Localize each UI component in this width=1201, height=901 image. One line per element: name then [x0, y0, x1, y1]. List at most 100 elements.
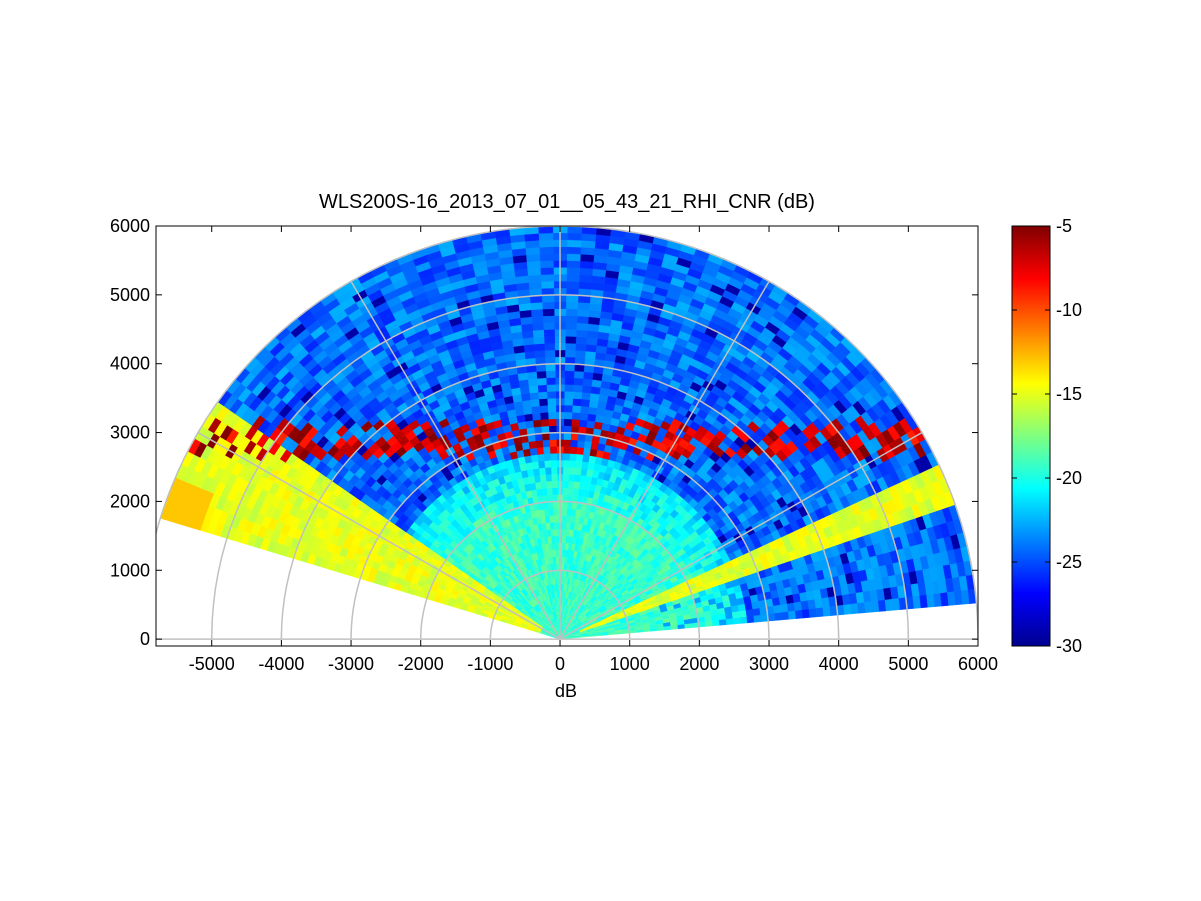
heatmap-cell — [524, 240, 540, 249]
heatmap-cell — [540, 418, 549, 427]
heatmap-cell — [561, 528, 567, 537]
colorbar-tick-label: -15 — [1056, 384, 1082, 404]
heatmap-cell — [563, 432, 572, 440]
heatmap-cell — [579, 474, 587, 483]
heatmap-cell — [850, 602, 859, 615]
heatmap-cell — [539, 411, 549, 420]
heatmap-cell — [564, 370, 575, 379]
heatmap-cell — [568, 460, 577, 468]
x-tick-label: 2000 — [679, 654, 719, 674]
heatmap-cell — [541, 301, 555, 310]
heatmap-cell — [582, 447, 591, 456]
heatmap-cell — [575, 329, 588, 338]
heatmap-cell — [573, 370, 584, 379]
heatmap-cell — [537, 226, 554, 234]
heatmap-cell — [537, 460, 546, 469]
heatmap-cell — [545, 363, 556, 372]
heatmap-cell — [552, 494, 558, 502]
heatmap-cell — [572, 384, 583, 393]
heatmap-cell — [563, 397, 574, 406]
heatmap-cell — [576, 446, 585, 455]
heatmap-cell — [786, 602, 796, 612]
heatmap-cell — [579, 260, 594, 269]
heatmap-cell — [781, 611, 790, 621]
heatmap-cell — [528, 385, 539, 394]
heatmap-cell — [523, 233, 540, 242]
heatmap-cell — [527, 378, 538, 387]
heatmap-cell — [581, 454, 590, 463]
heatmap-cell — [543, 335, 556, 344]
heatmap-cell — [774, 612, 783, 621]
heatmap-cell — [725, 617, 734, 625]
x-tick-label: 1000 — [610, 654, 650, 674]
heatmap-cell — [523, 413, 534, 422]
heatmap-cell — [576, 315, 589, 324]
heatmap-cell — [538, 467, 546, 476]
x-tick-label: -3000 — [328, 654, 374, 674]
heatmap-cell — [579, 253, 595, 263]
heatmap-cell — [843, 603, 852, 615]
heatmap-cell — [525, 246, 540, 256]
heatmap-cell — [801, 608, 811, 619]
heatmap-cell — [564, 356, 576, 365]
heatmap-cell — [539, 405, 549, 414]
heatmap-cell — [522, 337, 535, 346]
heatmap-cell — [566, 232, 582, 241]
heatmap-cell — [870, 600, 880, 613]
heatmap-cell — [884, 598, 894, 612]
heatmap-cell — [573, 474, 581, 483]
heatmap-cell — [522, 406, 533, 415]
heatmap-cell — [575, 343, 587, 352]
heatmap-cell — [565, 280, 580, 289]
heatmap-cell — [575, 336, 587, 345]
heatmap-cell — [561, 549, 566, 557]
heatmap-cell — [576, 322, 589, 331]
heatmap-cell — [580, 233, 597, 242]
heatmap-cell — [794, 609, 804, 619]
heatmap-cell — [567, 480, 575, 489]
heatmap-cell — [540, 267, 554, 275]
heatmap-cell — [808, 607, 818, 618]
heatmap-cell — [571, 418, 580, 427]
heatmap-cell — [566, 260, 581, 269]
heatmap-cell — [857, 601, 866, 614]
heatmap-cell — [579, 412, 589, 421]
heatmap-cell — [546, 487, 553, 496]
heatmap-cell — [576, 308, 590, 317]
heatmap-cell — [822, 606, 831, 617]
heatmap-cell — [543, 322, 555, 330]
heatmap-cell — [563, 425, 572, 434]
heatmap-cell — [565, 308, 578, 317]
heatmap-cell — [561, 542, 566, 550]
heatmap-cell — [560, 577, 564, 585]
heatmap-cell — [564, 535, 570, 544]
heatmap-cell — [565, 515, 572, 523]
heatmap-cell — [565, 521, 571, 530]
heatmap-cell — [545, 370, 556, 379]
heatmap-cell — [562, 473, 570, 482]
heatmap-cell — [586, 413, 597, 422]
heatmap-cell — [587, 316, 601, 326]
heatmap-cell — [561, 521, 567, 530]
heatmap-cell — [572, 398, 582, 407]
heatmap-cell — [546, 384, 556, 392]
heatmap-cell — [563, 418, 572, 427]
heatmap-cell — [565, 329, 577, 337]
heatmap-cell — [566, 253, 581, 262]
heatmap-cell — [561, 514, 567, 523]
heatmap-cell — [549, 452, 558, 461]
heatmap-cell — [534, 350, 546, 359]
heatmap-cell — [586, 330, 599, 339]
heatmap-cell — [542, 315, 555, 324]
colorbar-gradient — [1011, 225, 1051, 647]
x-tick-label: -1000 — [467, 654, 513, 674]
heatmap-cell — [533, 336, 545, 345]
heatmap-cell — [572, 391, 583, 400]
heatmap-cell — [578, 481, 586, 490]
heatmap-cell — [551, 480, 558, 489]
heatmap-cell — [745, 608, 754, 617]
x-tick-label: 4000 — [819, 654, 859, 674]
heatmap-cell — [530, 301, 543, 311]
x-tick-label: 0 — [555, 654, 565, 674]
heatmap-cell — [877, 599, 887, 612]
